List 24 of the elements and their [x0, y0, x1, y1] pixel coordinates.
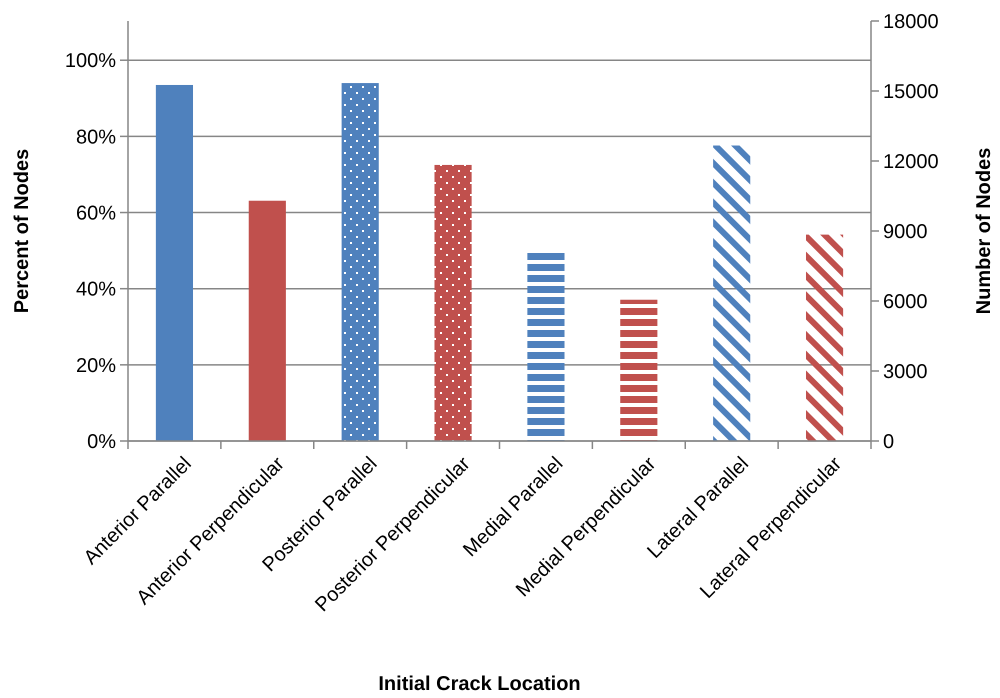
- y-tick-label: 80%: [76, 126, 116, 148]
- y2-tick-label: 9000: [883, 221, 928, 243]
- y-tick-label: 20%: [76, 354, 116, 377]
- y-tick-label: 100%: [64, 50, 116, 72]
- bar: [713, 146, 750, 441]
- y-tick-label: 0%: [87, 431, 116, 453]
- y2-tick-label: 18000: [883, 11, 939, 33]
- bar: [342, 83, 379, 441]
- y2-tick-label: 0: [883, 431, 894, 453]
- y2-tick-label: 3000: [883, 361, 928, 383]
- y2-axis-title: Number of Nodes: [973, 148, 995, 314]
- bar: [620, 300, 658, 441]
- y-tick-label: 60%: [76, 202, 116, 225]
- y-axis-title: Percent of Nodes: [11, 148, 33, 314]
- bar: [156, 84, 194, 441]
- bar: [248, 200, 286, 441]
- y2-tick-label: 12000: [883, 151, 939, 173]
- bar: [434, 164, 472, 441]
- x-axis-title: Initial Crack Location: [378, 673, 581, 695]
- bar: [527, 252, 565, 441]
- y2-tick-label: 6000: [883, 291, 928, 313]
- y-tick-label: 40%: [76, 278, 116, 301]
- y2-tick-label: 15000: [883, 81, 939, 103]
- bar: [806, 234, 844, 441]
